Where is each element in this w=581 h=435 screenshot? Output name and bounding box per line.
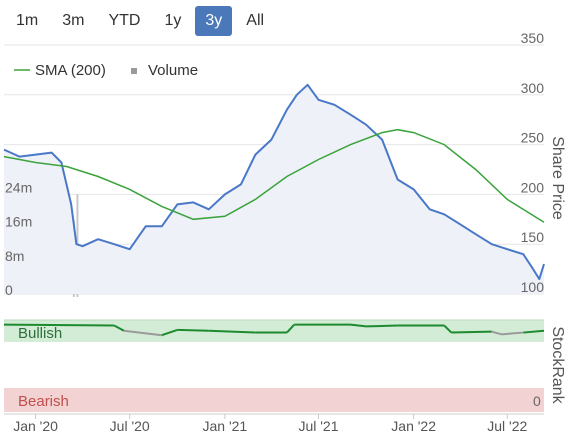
range-button-all[interactable]: All: [246, 12, 265, 29]
bearish-value: 0: [533, 393, 541, 409]
x-tick-label: Jan '21: [203, 418, 248, 434]
volume-tick-label: 16m: [5, 214, 32, 230]
stockrank-line: [3, 323, 545, 337]
stockrank-segment: [113, 324, 125, 332]
price-tick-label: 200: [521, 179, 545, 195]
price-area: [4, 84, 544, 294]
sma-legend-label: SMA (200): [35, 62, 106, 79]
stockrank-segment: [366, 324, 398, 328]
stockrank-segment: [161, 328, 178, 337]
bullish-label: Bullish: [18, 325, 62, 342]
price-tick-label: 100: [521, 279, 545, 295]
stockrank-segment: [350, 323, 367, 328]
range-selector: 1m 3m YTD 1y 3y All: [6, 6, 278, 36]
volume-tick-label: 24m: [5, 179, 32, 195]
price-tick-label: 250: [521, 130, 545, 146]
volume-legend-swatch: [131, 68, 137, 74]
range-button-3y[interactable]: 3y: [195, 6, 233, 36]
stockrank-segment: [443, 324, 453, 334]
stockrank-segment: [451, 330, 492, 334]
right-axis-title: Share Price: [549, 136, 566, 220]
x-axis: Jan '20 Jul '20 Jan '21 Jul '21 Jan '22 Jul '…: [4, 413, 544, 434]
volume-axis: 0 8m 16m 24m: [5, 179, 32, 298]
bearish-band: [4, 388, 544, 412]
x-tick-label: Jul '22: [487, 418, 527, 434]
volume-tick-label: 8m: [5, 248, 24, 264]
range-button-1y[interactable]: 1y: [164, 12, 182, 29]
stockrank-segment: [491, 330, 502, 336]
range-button-ytd[interactable]: YTD: [108, 12, 141, 29]
range-button-1m[interactable]: 1m: [16, 12, 39, 29]
bullish-band: [4, 320, 544, 342]
stockrank-segment: [3, 323, 115, 327]
legend: SMA (200) Volume: [14, 62, 198, 79]
bearish-label: Bearish: [18, 393, 69, 410]
volume-legend-label: Volume: [148, 62, 198, 79]
x-tick-label: Jul '20: [110, 418, 150, 434]
price-tick-label: 350: [521, 30, 545, 46]
x-tick-label: Jul '21: [298, 418, 338, 434]
price-line: [3, 83, 545, 281]
stockrank-segment: [208, 329, 256, 334]
price-series: [3, 83, 545, 294]
price-axis: 100 150 200 250 300 350: [521, 30, 545, 295]
volume-tick-label: 0: [5, 282, 13, 298]
sma-series: [3, 128, 545, 223]
range-button-3m[interactable]: 3m: [62, 12, 85, 29]
price-tick-label: 300: [521, 80, 545, 96]
stockrank-segment: [523, 329, 545, 334]
price-tick-label: 150: [521, 229, 545, 245]
x-tick-label: Jan '22: [391, 418, 436, 434]
x-tick-label: Jan '20: [13, 418, 58, 434]
stockrank-panel: Bullish Bearish 0: [3, 319, 545, 412]
stockrank-segment: [123, 329, 162, 337]
sma-line: [3, 128, 545, 223]
stockrank-segment: [501, 331, 524, 336]
stockrank-segment: [177, 328, 209, 332]
stockrank-segment: [286, 323, 295, 334]
stockrank-title: StockRank: [549, 326, 566, 404]
